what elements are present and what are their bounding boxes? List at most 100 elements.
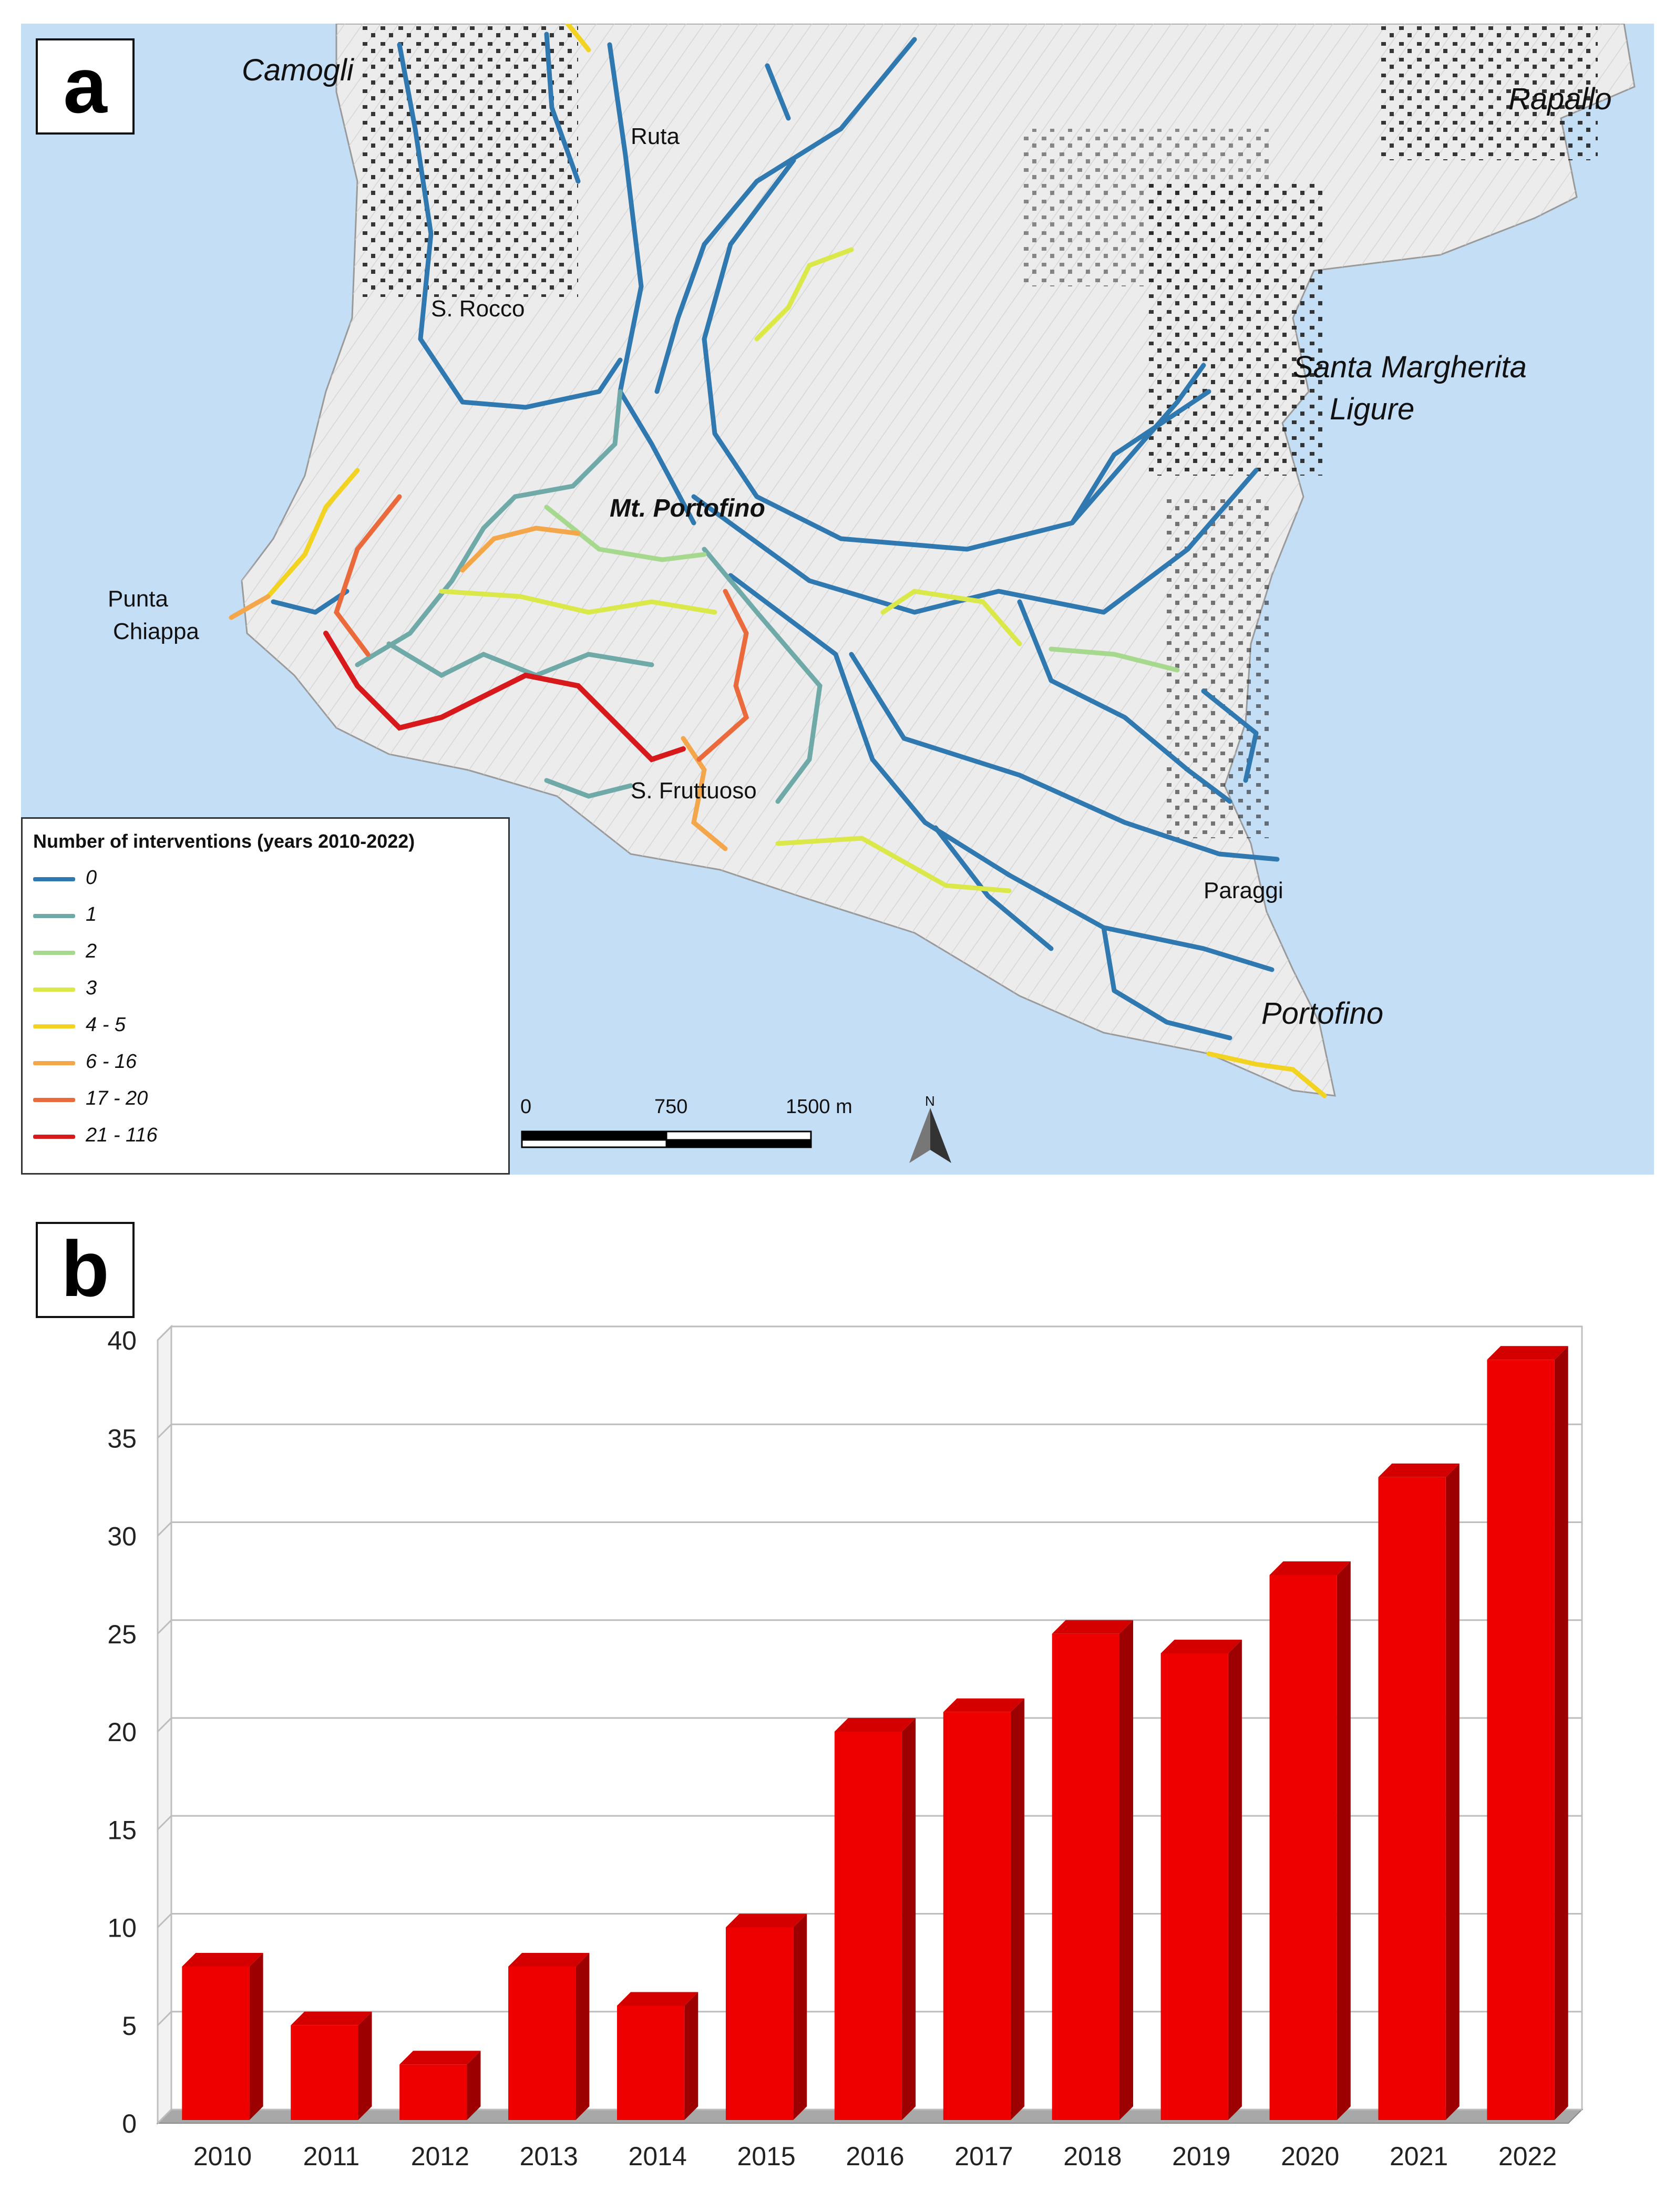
bar-top (834, 1718, 916, 1732)
x-tick-label: 2018 (1063, 2142, 1122, 2171)
bar-front (1487, 1360, 1555, 2120)
bar-front (943, 1712, 1011, 2120)
panel-label-a: a (36, 38, 135, 135)
scale-label-1500: 1500 m (786, 1096, 852, 1118)
trails-21-116 (323, 631, 686, 763)
bar-top (617, 1992, 698, 2006)
bar-top (1269, 1561, 1351, 1575)
place-label-ruta: Ruta (631, 124, 680, 149)
camogli-buildings (357, 24, 578, 297)
x-tick-label: 2022 (1498, 2142, 1557, 2171)
y-tick-label: 20 (107, 1717, 137, 1747)
x-tick-label: 2015 (737, 2142, 795, 2171)
scale-label-0: 0 (520, 1096, 532, 1118)
bar-front (1052, 1633, 1119, 2120)
place-label-portofino: Portofino (1261, 996, 1384, 1031)
trails-0 (271, 32, 1280, 1041)
bar-top (1487, 1346, 1568, 1360)
bar (508, 1953, 590, 2120)
legend-swatch (33, 1024, 75, 1028)
map-panel: a Camogli Rapallo Ruta S. Rocco Santa Ma… (21, 24, 1654, 1175)
legend-item: 4 - 5 (33, 1011, 348, 1042)
bar (182, 1953, 263, 2120)
legend-label: 2 (86, 940, 97, 962)
x-tick-label: 2021 (1390, 2142, 1448, 2171)
bar (725, 1913, 807, 2120)
bar-top (291, 2011, 372, 2025)
legend-swatch (33, 1061, 75, 1065)
bar-top (182, 1953, 263, 1967)
bar (617, 1992, 698, 2120)
bar-side (249, 1953, 263, 2120)
bar (1269, 1561, 1351, 2120)
x-tick-label: 2019 (1172, 2142, 1230, 2171)
bar-side (1011, 1698, 1025, 2120)
y-tick-label: 0 (122, 2109, 137, 2138)
place-label-punta: Punta (108, 586, 168, 612)
legend-item: 6 - 16 (33, 1047, 348, 1079)
place-label-s-rocco: S. Rocco (431, 296, 525, 322)
bar (834, 1718, 916, 2120)
bar (1487, 1346, 1568, 2120)
bar-side (1554, 1346, 1568, 2120)
y-tick-label: 30 (107, 1522, 137, 1551)
scale-label-750: 750 (654, 1096, 688, 1118)
bar-front (1378, 1477, 1446, 2120)
legend-label: 17 - 20 (86, 1087, 148, 1109)
map-legend: Number of interventions (years 2010-2022… (21, 817, 510, 1175)
rapallo-buildings (1377, 24, 1598, 160)
x-tick-label: 2013 (520, 2142, 578, 2171)
y-tick-label: 15 (107, 1815, 137, 1845)
bar-front (1269, 1575, 1337, 2120)
legend-item: 3 (33, 974, 348, 1005)
bar-front (508, 1967, 576, 2120)
legend-swatch (33, 987, 75, 992)
scale-bar: 0 750 1500 m (520, 1096, 852, 1159)
north-arrow-icon (909, 1108, 951, 1163)
bar-side (1337, 1561, 1351, 2120)
place-label-rapallo: Rapallo (1508, 82, 1612, 116)
trails-2 (544, 505, 1180, 673)
bar-side (684, 1992, 698, 2120)
gridline (157, 1521, 1582, 1537)
bar (291, 2011, 372, 2120)
bar-front (725, 1927, 794, 2120)
bar-front (834, 1732, 902, 2120)
x-tick-label: 2010 (193, 2142, 252, 2171)
legend-label: 3 (86, 977, 97, 999)
legend-swatch (33, 914, 75, 918)
legend-label: 1 (86, 903, 97, 925)
legend-item: 21 - 116 (33, 1121, 348, 1153)
bar (1160, 1640, 1242, 2120)
map-canvas (229, 24, 1636, 1098)
place-label-ligure: Ligure (1330, 392, 1415, 426)
y-tick-label: 35 (107, 1424, 137, 1453)
x-tick-label: 2017 (954, 2142, 1013, 2171)
north-label: N (925, 1093, 935, 1109)
trails-17-20 (333, 494, 749, 762)
bar-side (467, 2051, 481, 2120)
y-tick-label: 40 (107, 1326, 137, 1355)
trails-4-5 (265, 24, 1327, 1098)
bar-top (1378, 1463, 1460, 1477)
bar-top (399, 2051, 481, 2065)
legend-label: 6 - 16 (86, 1051, 137, 1073)
east-buildings (1020, 129, 1272, 286)
bar-side (1228, 1640, 1242, 2120)
legend-swatch (33, 877, 75, 881)
legend-item: 2 (33, 937, 348, 969)
trails-3 (439, 247, 1022, 893)
bar-side (576, 1953, 590, 2120)
bar (943, 1698, 1025, 2120)
bar-front (291, 2025, 358, 2120)
place-label-chiappa: Chiappa (113, 619, 199, 644)
bar-top (1160, 1640, 1242, 1653)
place-label-paraggi: Paraggi (1204, 878, 1283, 903)
trails-6-16 (229, 526, 728, 851)
legend-label: 4 - 5 (86, 1014, 126, 1036)
y-tick-label: 25 (107, 1620, 137, 1649)
paraggi-buildings (1167, 497, 1272, 838)
gridline (157, 1325, 1582, 1341)
x-tick-label: 2011 (303, 2142, 360, 2171)
